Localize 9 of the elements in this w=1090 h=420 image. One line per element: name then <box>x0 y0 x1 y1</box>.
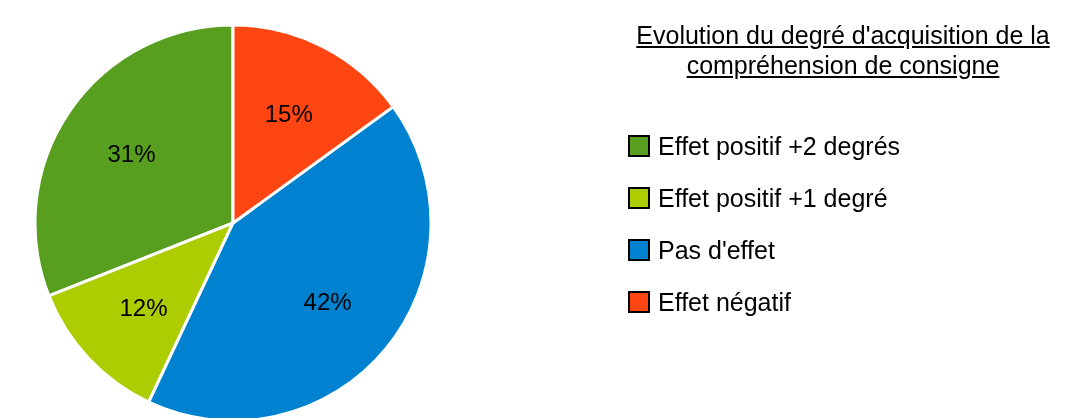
data-label: 31% <box>107 140 156 168</box>
legend-label: Pas d'effet <box>658 235 775 265</box>
data-label: 42% <box>303 287 352 315</box>
chart-title: Evolution du degré d'acquisition de la compréhension de consigne <box>635 20 1051 80</box>
data-label: 12% <box>119 293 168 321</box>
legend-label: Effet négatif <box>658 287 791 317</box>
legend-label: Effet positif +2 degrés <box>658 131 901 161</box>
data-label: 15% <box>264 100 313 128</box>
legend-label: Effet positif +1 degré <box>658 183 888 213</box>
